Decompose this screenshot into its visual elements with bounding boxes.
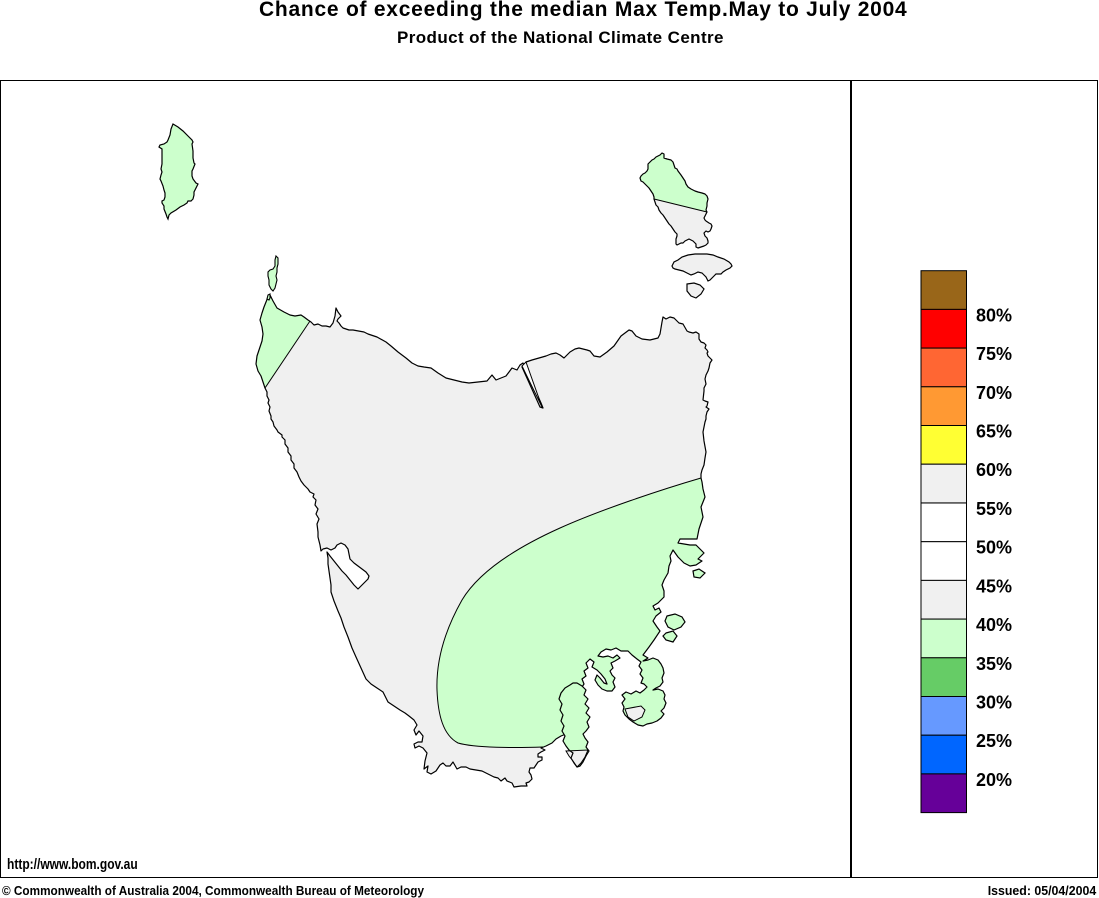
svg-text:80%: 80%	[976, 305, 1012, 325]
svg-text:40%: 40%	[976, 615, 1012, 635]
svg-text:50%: 50%	[976, 538, 1012, 558]
svg-text:20%: 20%	[976, 770, 1012, 790]
svg-text:70%: 70%	[976, 383, 1012, 403]
svg-text:60%: 60%	[976, 460, 1012, 480]
svg-text:45%: 45%	[976, 576, 1012, 596]
svg-text:55%: 55%	[976, 499, 1012, 519]
svg-text:65%: 65%	[976, 422, 1012, 442]
svg-text:35%: 35%	[976, 654, 1012, 674]
svg-text:25%: 25%	[976, 731, 1012, 751]
svg-text:30%: 30%	[976, 693, 1012, 713]
svg-text:75%: 75%	[976, 344, 1012, 364]
